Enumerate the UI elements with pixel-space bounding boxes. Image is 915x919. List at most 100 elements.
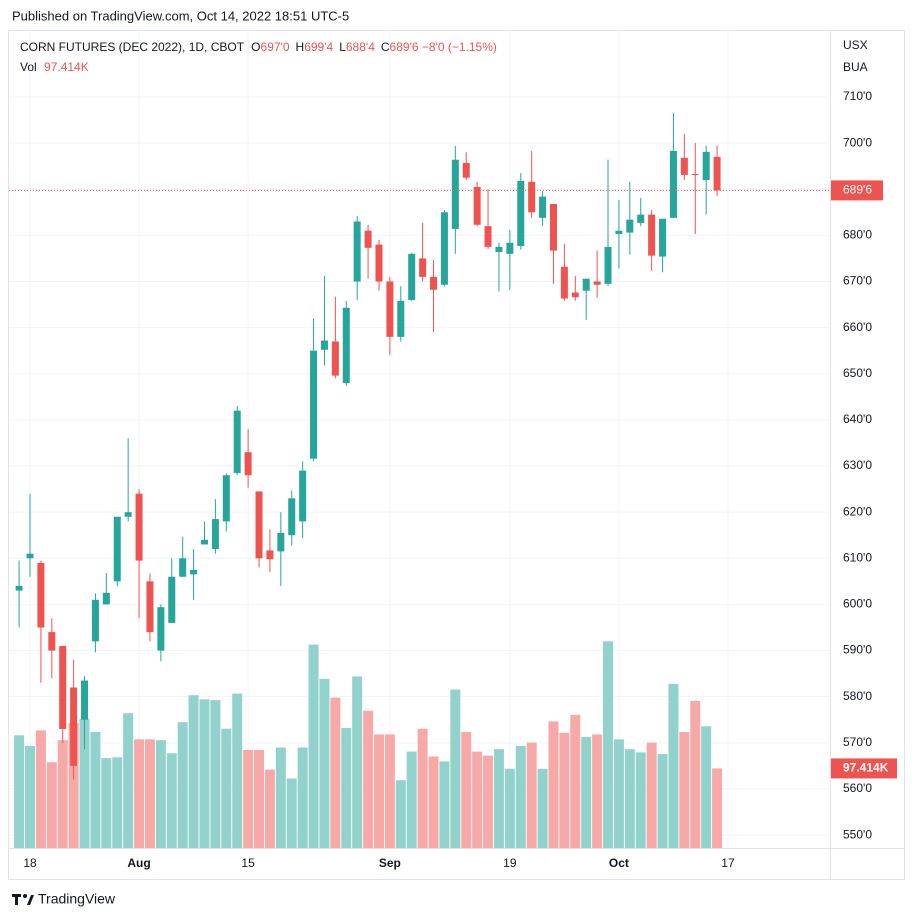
volume-bar — [57, 740, 68, 848]
candle-body — [669, 150, 677, 218]
volume-bar — [286, 778, 297, 848]
candle-body — [495, 246, 503, 252]
candle-body — [102, 592, 110, 605]
candle-body — [615, 230, 623, 234]
last-volume-box — [831, 758, 897, 779]
y-tick-label: 700'0 — [843, 135, 872, 149]
volume-bar — [264, 769, 275, 848]
volume-bar — [210, 700, 221, 848]
y-tick-label: 640'0 — [843, 412, 872, 426]
volume-bar — [548, 721, 559, 848]
volume-bar — [101, 758, 112, 848]
candle-body — [528, 181, 536, 213]
y-tick-label: 630'0 — [843, 458, 872, 472]
candle-body — [582, 278, 590, 291]
candle-body — [59, 645, 67, 729]
candle-layer — [15, 113, 721, 780]
volume-bar — [581, 736, 592, 848]
y-tick-label: 550'0 — [843, 827, 872, 841]
candle-body — [200, 539, 208, 545]
candle-body — [342, 307, 350, 383]
candle-body — [517, 180, 525, 246]
candle-body — [233, 410, 241, 473]
volume-bar — [483, 755, 494, 848]
volume-name: Vol — [20, 60, 37, 74]
volume-bar — [90, 731, 101, 848]
currency: USX — [843, 38, 868, 52]
y-tick-label: 650'0 — [843, 366, 872, 380]
y-tick-label: 590'0 — [843, 643, 872, 657]
volume-bar — [35, 730, 46, 848]
volume-bar — [341, 727, 352, 848]
candle-body — [15, 585, 23, 591]
volume-bar — [592, 734, 603, 848]
last-volume-label: 97.414K — [843, 761, 889, 775]
candle-body — [397, 300, 405, 337]
volume-bar — [395, 780, 406, 848]
volume-bar — [254, 749, 265, 848]
volume-value: 97.414K — [44, 60, 89, 74]
candle-body — [539, 196, 547, 218]
ohlc-key: L — [339, 40, 346, 54]
candle-body — [451, 159, 459, 229]
x-tick-label: Sep — [379, 856, 401, 870]
volume-bar — [417, 728, 428, 848]
volume-bar — [624, 749, 635, 848]
ohlc-key: H — [295, 40, 305, 54]
y-tick-label: 670'0 — [843, 274, 872, 288]
candle-body — [48, 632, 56, 651]
x-tick-label: 19 — [503, 856, 517, 870]
volume-bar — [79, 718, 90, 848]
candle-body — [473, 186, 481, 225]
candle-body — [462, 162, 470, 178]
volume-bar — [243, 749, 254, 848]
volume-bar — [155, 740, 166, 848]
volume-bar — [461, 731, 472, 848]
axes-layer: 550'0 560'0 570'0 580'0 590'0 600'0 610'0 620'0… — [9, 89, 897, 870]
candle-body — [91, 599, 99, 642]
volume-bar — [14, 735, 25, 848]
candle-body — [320, 340, 328, 350]
volume-bar — [570, 714, 581, 848]
volume-bar — [46, 762, 57, 848]
volume-bar — [319, 678, 330, 848]
volume-bar — [68, 722, 79, 848]
volume-bar — [297, 747, 308, 848]
candle-body — [179, 558, 187, 577]
y-tick-label: 660'0 — [843, 320, 872, 334]
volume-bar — [275, 747, 286, 848]
ohlc-value: 688'4 — [345, 40, 375, 54]
volume-bar — [24, 745, 35, 848]
candle-body — [310, 350, 318, 459]
volume-bar — [603, 641, 614, 848]
candle-body — [637, 214, 645, 223]
volume-bar — [504, 768, 515, 848]
volume-bar — [668, 683, 679, 848]
x-tick-label: 15 — [241, 856, 255, 870]
candle-body — [560, 266, 568, 299]
volume-bar — [177, 722, 188, 848]
volume-bar — [526, 742, 537, 848]
volume-bar — [221, 728, 232, 848]
y-tick-label: 620'0 — [843, 504, 872, 518]
y-tick-label: 710'0 — [843, 89, 872, 103]
candle-body — [604, 246, 612, 284]
volume-bar — [635, 752, 646, 848]
volume-bar — [515, 745, 526, 848]
candle-body — [626, 219, 634, 233]
candle-body — [299, 470, 307, 522]
candle-body — [288, 498, 296, 536]
x-tick-label: Oct — [609, 856, 629, 870]
candle-body — [353, 221, 361, 282]
candle-body — [124, 512, 132, 517]
candle-body — [364, 230, 372, 248]
volume-bar — [472, 751, 483, 848]
volume-legend: Vol 97.414K — [20, 60, 89, 74]
candle-body — [70, 687, 78, 766]
candle-body — [648, 214, 656, 256]
candle-body — [506, 242, 514, 254]
candle-body — [430, 276, 438, 290]
volume-bar — [123, 713, 134, 848]
ohlc-value: 697'0 — [260, 40, 290, 54]
